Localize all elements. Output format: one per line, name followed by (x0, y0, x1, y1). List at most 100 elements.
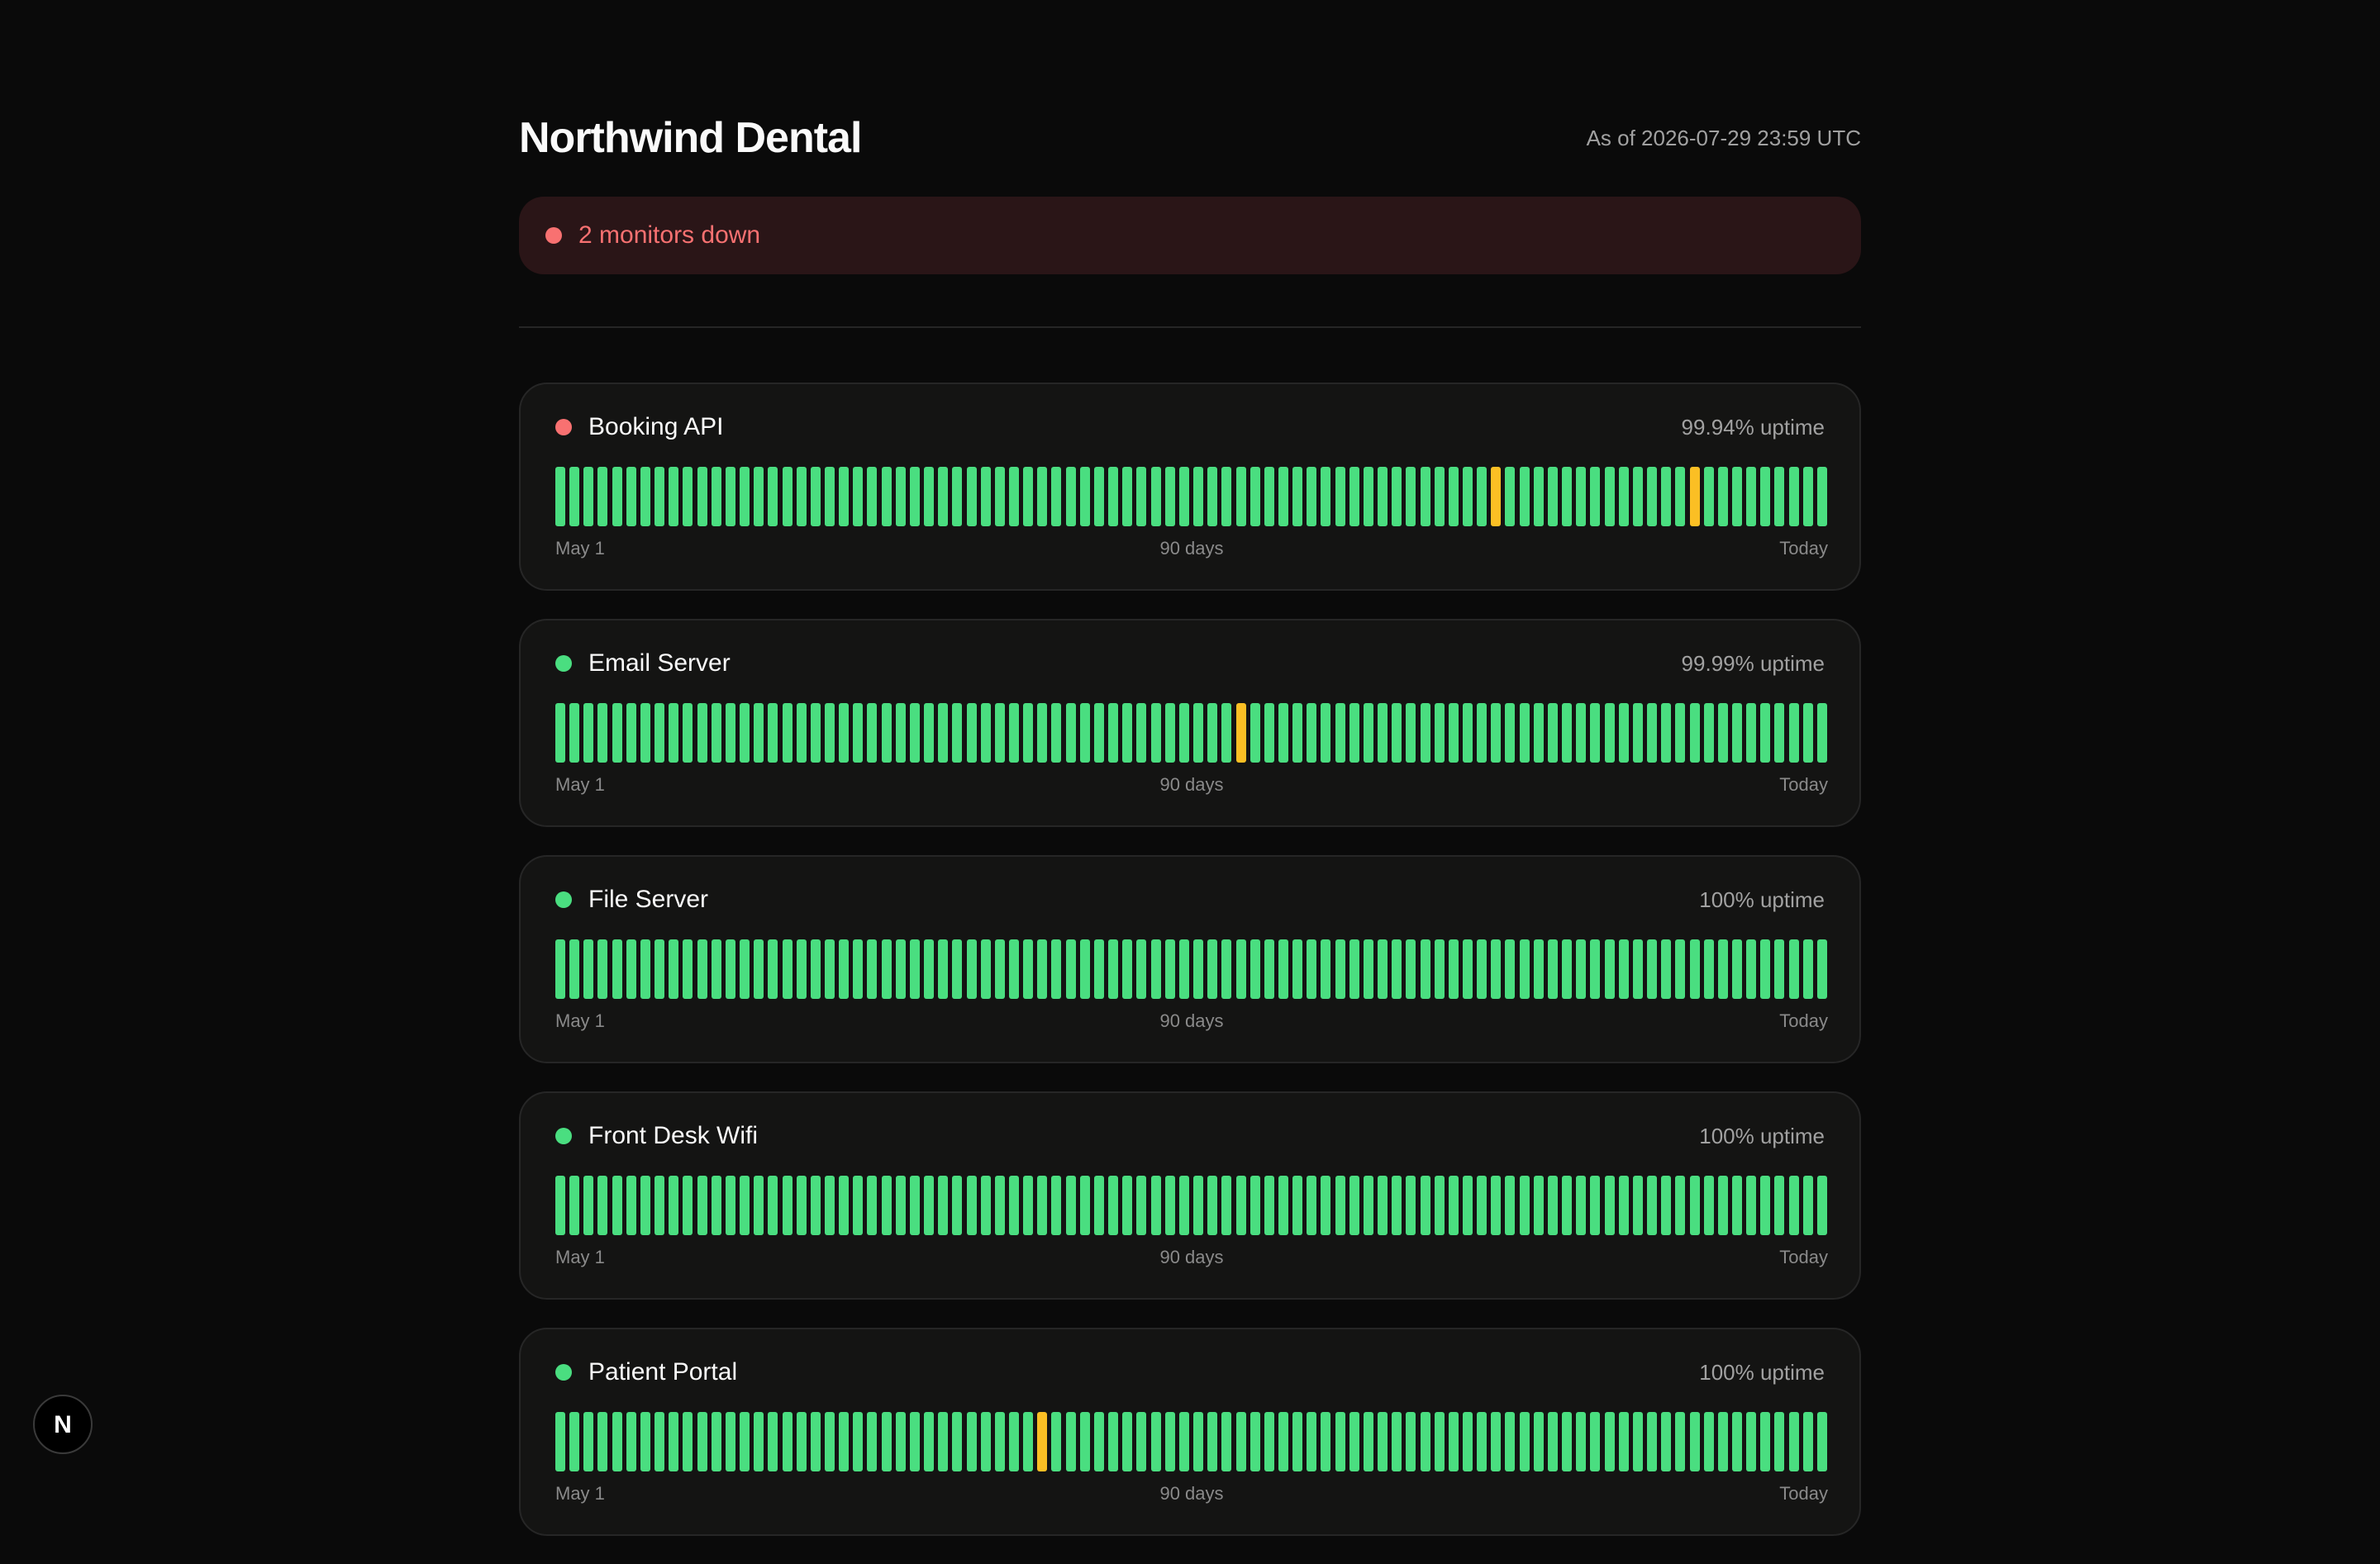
uptime-day-bar[interactable] (1647, 467, 1658, 526)
uptime-day-bar[interactable] (1051, 1412, 1062, 1471)
uptime-day-bar[interactable] (1661, 703, 1672, 763)
uptime-day-bar[interactable] (782, 703, 793, 763)
uptime-day-bar[interactable] (1802, 1412, 1813, 1471)
uptime-day-bar[interactable] (1122, 1176, 1133, 1235)
uptime-day-bar[interactable] (1349, 467, 1359, 526)
uptime-day-bar[interactable] (1051, 939, 1062, 999)
uptime-day-bar[interactable] (1023, 1176, 1034, 1235)
uptime-day-bar[interactable] (1250, 1412, 1260, 1471)
uptime-day-bar[interactable] (1136, 1176, 1147, 1235)
uptime-day-bar[interactable] (1136, 1412, 1147, 1471)
uptime-day-bar[interactable] (1023, 703, 1034, 763)
uptime-day-bar[interactable] (1193, 939, 1204, 999)
uptime-day-bar[interactable] (1717, 1412, 1728, 1471)
uptime-day-bar[interactable] (1774, 1412, 1785, 1471)
uptime-day-bar[interactable] (612, 939, 622, 999)
uptime-day-bar[interactable] (782, 939, 793, 999)
uptime-day-bar[interactable] (1618, 1412, 1629, 1471)
uptime-day-bar[interactable] (725, 1176, 735, 1235)
uptime-day-bar[interactable] (853, 1176, 864, 1235)
uptime-day-bar[interactable] (768, 1176, 778, 1235)
uptime-day-bar-degraded[interactable] (1037, 1412, 1048, 1471)
uptime-day-bar[interactable] (881, 939, 892, 999)
uptime-day-bar[interactable] (1278, 1176, 1288, 1235)
uptime-day-bar[interactable] (1760, 1176, 1771, 1235)
uptime-day-bar[interactable] (782, 1412, 793, 1471)
uptime-day-bar[interactable] (754, 939, 764, 999)
uptime-day-bar[interactable] (1406, 703, 1416, 763)
uptime-day-bar[interactable] (1207, 1176, 1218, 1235)
uptime-day-bar[interactable] (1093, 939, 1104, 999)
uptime-day-bar[interactable] (1023, 1412, 1034, 1471)
uptime-day-bar[interactable] (1122, 1412, 1133, 1471)
uptime-day-bar[interactable] (1079, 703, 1090, 763)
uptime-day-bar[interactable] (1703, 703, 1714, 763)
uptime-day-bar[interactable] (1802, 1176, 1813, 1235)
uptime-day-bar[interactable] (555, 703, 565, 763)
uptime-day-bar[interactable] (867, 939, 878, 999)
uptime-day-bar[interactable] (1122, 703, 1133, 763)
uptime-day-bar[interactable] (1264, 703, 1274, 763)
uptime-day-bar[interactable] (1009, 939, 1019, 999)
uptime-day-bar[interactable] (1264, 467, 1274, 526)
uptime-day-bar[interactable] (697, 939, 707, 999)
uptime-day-bar[interactable] (1590, 939, 1601, 999)
uptime-day-bar[interactable] (1178, 467, 1189, 526)
uptime-day-bar[interactable] (839, 467, 850, 526)
uptime-day-bar[interactable] (1250, 467, 1260, 526)
uptime-day-bar[interactable] (1221, 703, 1232, 763)
uptime-day-bar[interactable] (1632, 1412, 1643, 1471)
uptime-day-bar[interactable] (796, 703, 807, 763)
uptime-day-bar[interactable] (1519, 1412, 1530, 1471)
uptime-day-bar[interactable] (1378, 703, 1388, 763)
uptime-day-bar[interactable] (1420, 703, 1430, 763)
uptime-day-bar[interactable] (1505, 467, 1516, 526)
uptime-day-bar[interactable] (909, 1412, 920, 1471)
uptime-day-bar[interactable] (711, 467, 721, 526)
uptime-day-bar[interactable] (1363, 1412, 1373, 1471)
uptime-day-bar[interactable] (1150, 939, 1161, 999)
uptime-day-bar[interactable] (1576, 1412, 1587, 1471)
uptime-day-bar[interactable] (1505, 1176, 1516, 1235)
uptime-day-bar[interactable] (1477, 703, 1488, 763)
uptime-day-bar[interactable] (1802, 467, 1813, 526)
uptime-day-bar[interactable] (1037, 1176, 1048, 1235)
uptime-day-bar[interactable] (1434, 1412, 1445, 1471)
uptime-day-bar[interactable] (1009, 467, 1019, 526)
uptime-day-bar[interactable] (626, 1176, 636, 1235)
uptime-day-bar[interactable] (1235, 1412, 1246, 1471)
uptime-day-bar[interactable] (1576, 939, 1587, 999)
uptime-day-bar[interactable] (1420, 1176, 1430, 1235)
uptime-day-bar[interactable] (555, 939, 565, 999)
uptime-day-bar[interactable] (1150, 703, 1161, 763)
uptime-day-bar[interactable] (1278, 939, 1288, 999)
uptime-day-bar[interactable] (683, 467, 693, 526)
uptime-day-bar[interactable] (1136, 703, 1147, 763)
uptime-day-bar[interactable] (1221, 467, 1232, 526)
uptime-day-bar[interactable] (1037, 939, 1048, 999)
uptime-day-bar[interactable] (980, 1412, 991, 1471)
uptime-day-bar[interactable] (1703, 1176, 1714, 1235)
uptime-day-bar[interactable] (1576, 467, 1587, 526)
uptime-day-bar[interactable] (867, 467, 878, 526)
uptime-day-bar[interactable] (740, 467, 750, 526)
uptime-day-bar[interactable] (1108, 939, 1119, 999)
uptime-day-bar[interactable] (1689, 1176, 1700, 1235)
uptime-day-bar[interactable] (669, 939, 679, 999)
uptime-day-bar[interactable] (1647, 1176, 1658, 1235)
uptime-day-bar[interactable] (1307, 939, 1317, 999)
uptime-day-bar[interactable] (924, 939, 935, 999)
uptime-day-bar[interactable] (1278, 1412, 1288, 1471)
uptime-day-bar[interactable] (654, 1412, 665, 1471)
uptime-day-bar[interactable] (1604, 467, 1615, 526)
uptime-day-bar[interactable] (555, 1412, 565, 1471)
uptime-day-bar[interactable] (1491, 1412, 1502, 1471)
uptime-day-bar[interactable] (1519, 467, 1530, 526)
uptime-day-bar[interactable] (597, 1412, 608, 1471)
uptime-day-bar[interactable] (1392, 703, 1402, 763)
uptime-day-bar[interactable] (626, 939, 636, 999)
uptime-day-bar[interactable] (1164, 467, 1175, 526)
uptime-day-bar[interactable] (1278, 467, 1288, 526)
monitor-card[interactable]: Front Desk Wifi 100% uptime May 1 90 days To… (519, 1091, 1861, 1300)
uptime-day-bar[interactable] (1731, 939, 1742, 999)
